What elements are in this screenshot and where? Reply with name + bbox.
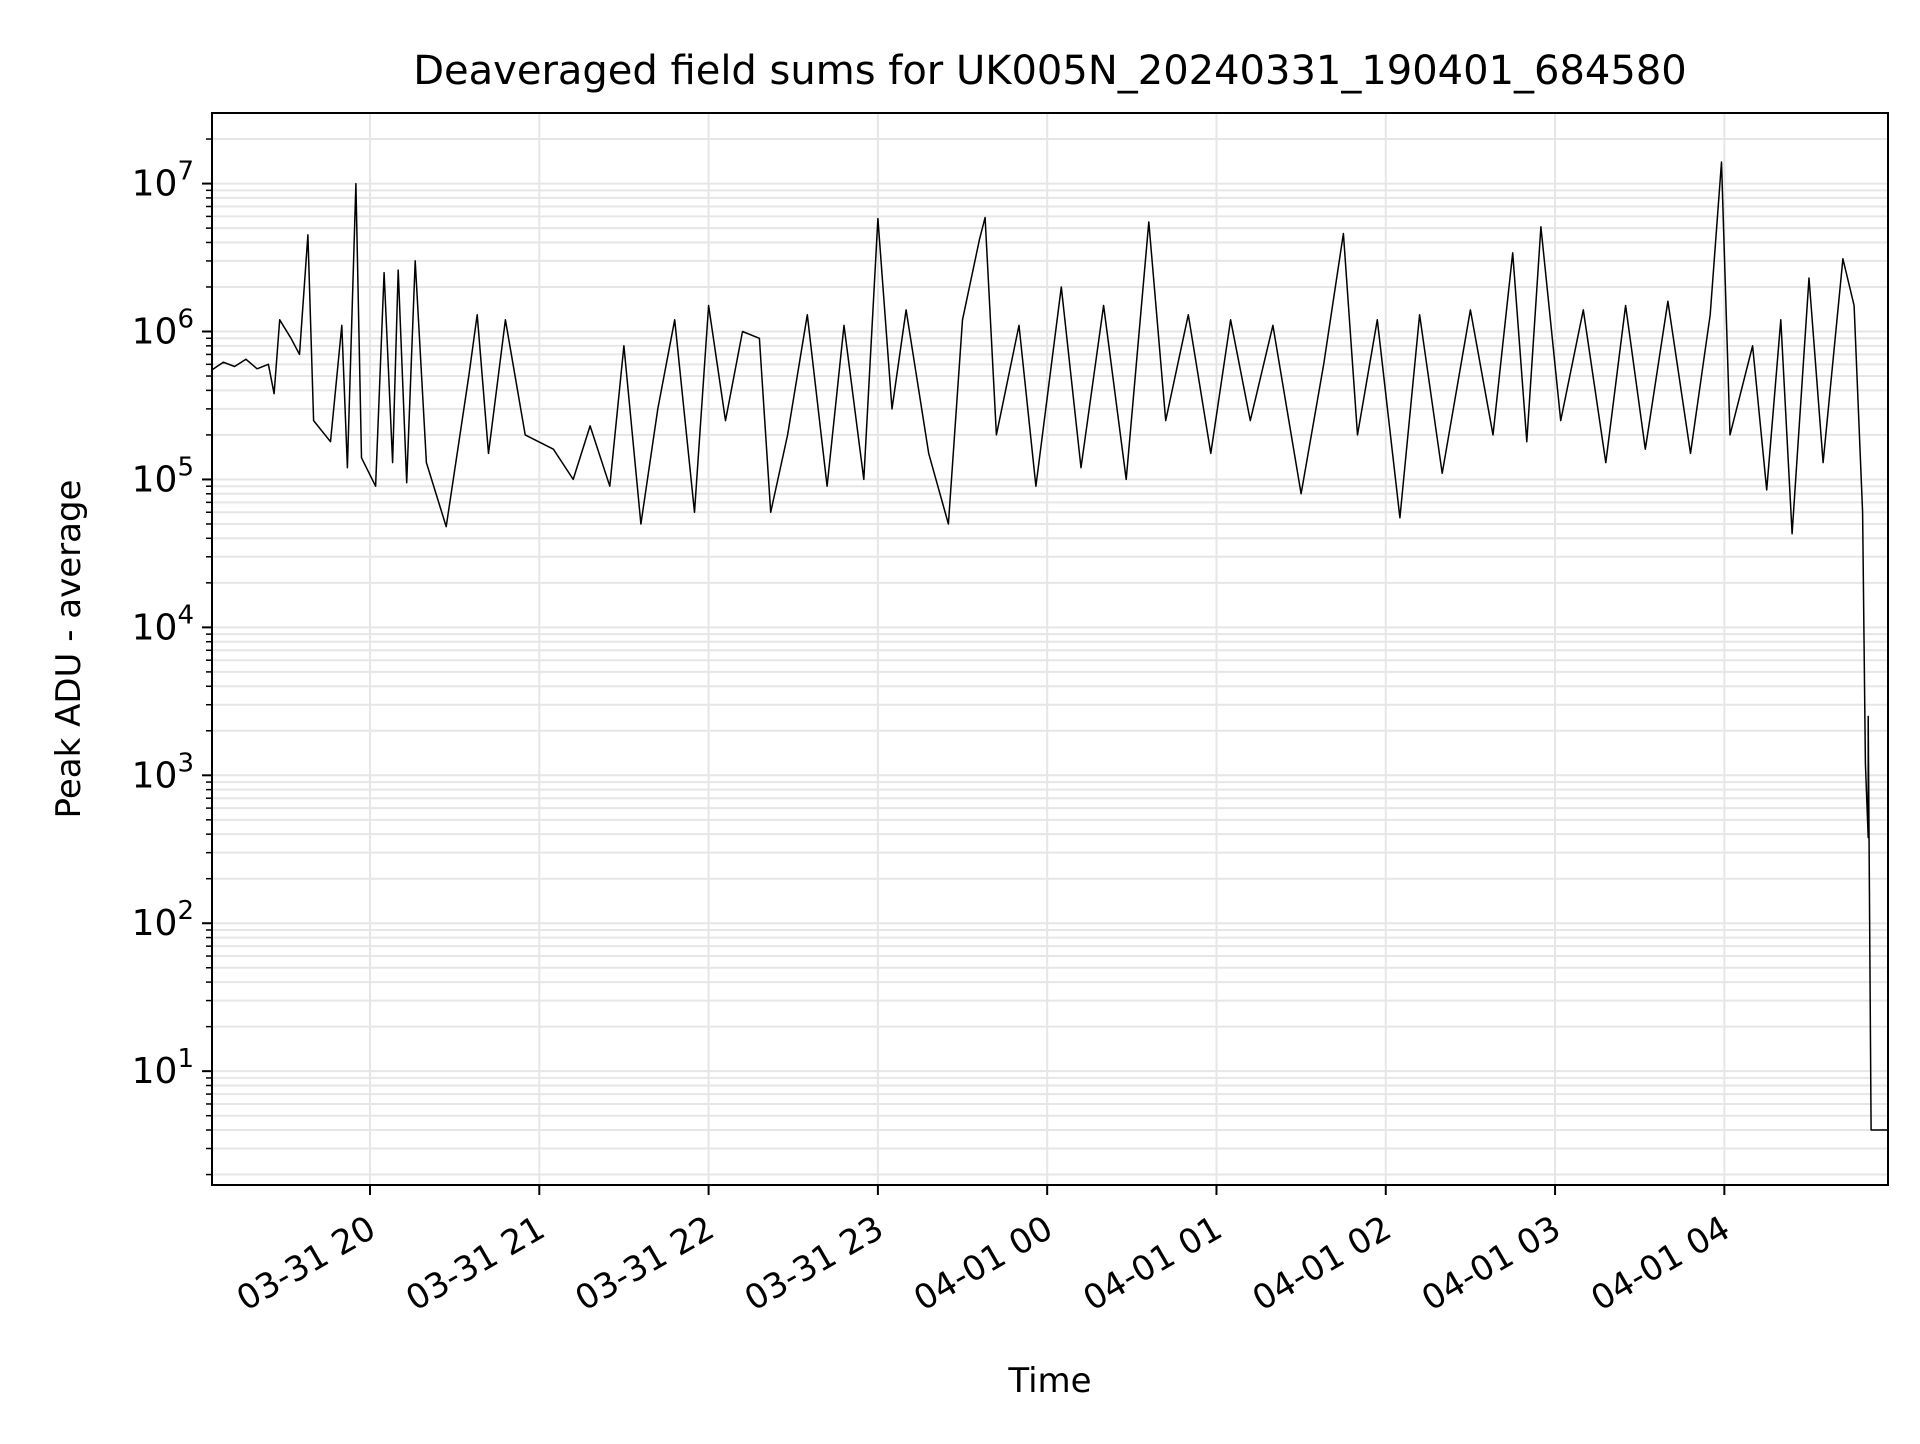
grid	[212, 113, 1888, 1185]
y-tick-label: 107	[132, 157, 194, 205]
plot-frame	[211, 112, 1889, 1186]
y-tick-label: 103	[132, 748, 194, 796]
y-tick-label: 102	[132, 896, 194, 944]
series-line-layer	[211, 161, 1888, 1131]
y-tick-label: 104	[132, 600, 194, 648]
y-tick-label: 106	[132, 305, 194, 353]
y-tick-label: 105	[132, 452, 194, 500]
series-line	[211, 161, 1888, 1131]
chart-title: Deaveraged field sums for UK005N_2024033…	[413, 48, 1686, 94]
y-axis-label: Peak ADU - average	[49, 480, 89, 819]
x-axis-label: Time	[1007, 1361, 1091, 1401]
y-tick-label: 101	[132, 1044, 194, 1092]
